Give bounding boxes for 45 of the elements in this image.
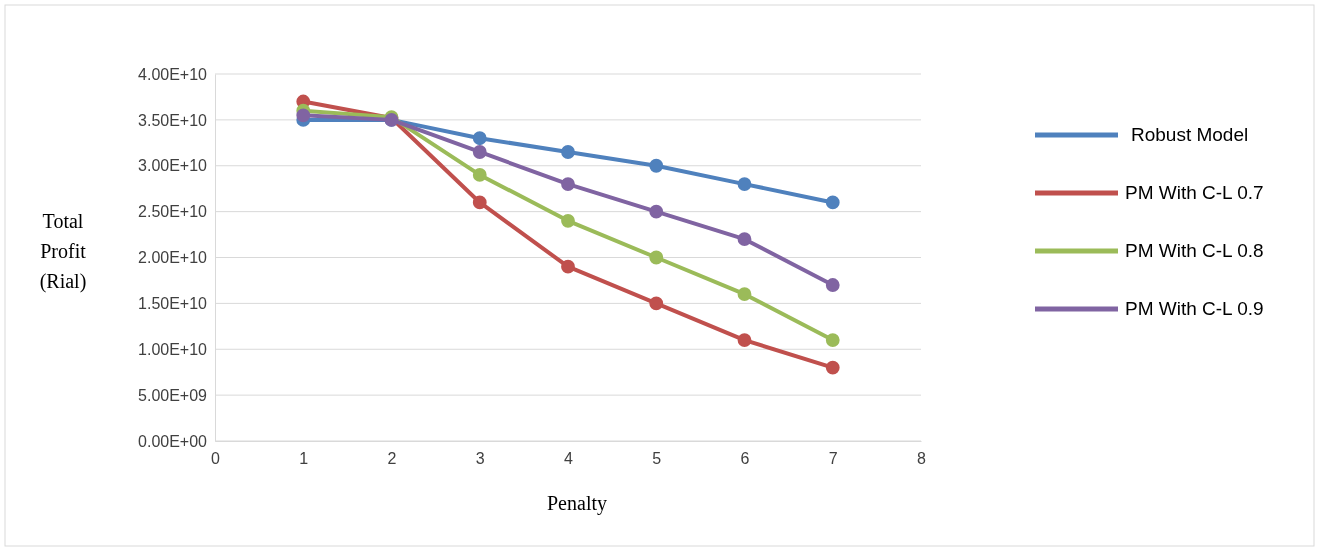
y-axis-title: Total Profit (Rial) bbox=[39, 210, 87, 293]
y-tick-label: 0.00E+00 bbox=[138, 432, 208, 450]
point bbox=[561, 213, 575, 228]
point bbox=[649, 296, 664, 311]
point bbox=[561, 145, 575, 159]
x-tick-label: 6 bbox=[740, 450, 750, 468]
legend-label: PM With C-L 0.7 bbox=[1125, 182, 1264, 203]
point bbox=[649, 158, 664, 173]
point bbox=[825, 278, 840, 292]
point bbox=[472, 195, 487, 210]
y-tick-label: 1.00E+10 bbox=[138, 340, 208, 358]
legend-label: PM With C-L 0.9 bbox=[1125, 298, 1264, 319]
x-tick-label: 7 bbox=[828, 450, 838, 468]
point bbox=[561, 177, 575, 191]
point bbox=[737, 232, 752, 247]
point bbox=[472, 145, 487, 159]
x-tick-label: 8 bbox=[917, 450, 927, 468]
point bbox=[561, 259, 575, 274]
legend-label: Robust Model bbox=[1131, 124, 1249, 145]
y-tick-label: 2.50E+10 bbox=[138, 203, 208, 221]
point bbox=[825, 333, 840, 347]
x-tick-label: 3 bbox=[475, 450, 485, 468]
y-tick-label: 3.50E+10 bbox=[138, 111, 208, 129]
point bbox=[296, 108, 311, 123]
x-axis-title: Penalty bbox=[547, 492, 607, 515]
point bbox=[737, 287, 752, 302]
y-tick-label: 1.50E+10 bbox=[138, 294, 208, 312]
y-tick-label: 3.00E+10 bbox=[138, 157, 208, 175]
x-tick-label: 1 bbox=[299, 450, 309, 468]
y-tick-label: 5.00E+09 bbox=[138, 386, 208, 404]
x-tick-label: 2 bbox=[387, 450, 397, 468]
y-tick-label: 2.00E+10 bbox=[138, 249, 208, 267]
x-tick-label: 4 bbox=[564, 450, 574, 468]
point bbox=[649, 250, 664, 265]
legend-label: PM With C-L 0.8 bbox=[1125, 240, 1264, 261]
point bbox=[737, 177, 752, 191]
x-tick-label: 0 bbox=[211, 450, 221, 468]
point bbox=[472, 168, 487, 182]
point bbox=[825, 360, 840, 375]
x-tick-label: 5 bbox=[652, 450, 662, 468]
point bbox=[825, 195, 840, 210]
point bbox=[472, 131, 487, 146]
point bbox=[737, 333, 752, 347]
point bbox=[649, 204, 664, 219]
y-tick-label: 4.00E+10 bbox=[138, 65, 208, 83]
